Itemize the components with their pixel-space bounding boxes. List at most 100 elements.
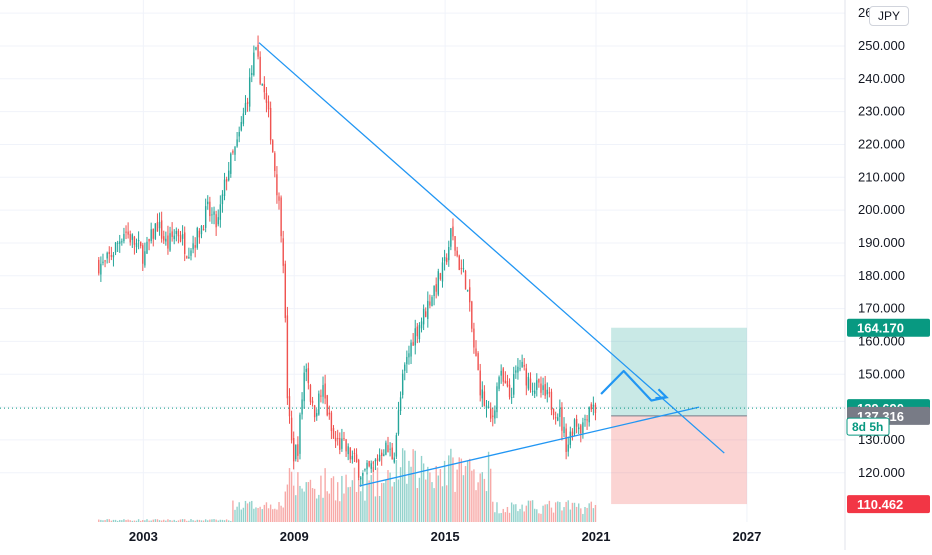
candle-body (332, 428, 335, 439)
candle-body (414, 328, 416, 346)
candle-body (378, 454, 381, 461)
candle-body (123, 233, 125, 242)
volume-bar (401, 448, 404, 522)
candle-body (355, 454, 358, 463)
y-tick-label: 120.000 (858, 465, 905, 480)
candle-body (295, 444, 297, 460)
candle-body (127, 231, 129, 235)
candle-body (334, 437, 337, 442)
volume-bar (441, 486, 444, 522)
volume-bar (452, 457, 454, 522)
volume-bar (274, 508, 276, 522)
candle-body (320, 395, 322, 397)
volume-bar (517, 511, 519, 522)
volume-bar (385, 479, 387, 522)
candle-body (184, 232, 186, 254)
volume-bar (383, 483, 385, 522)
candle-body (221, 194, 224, 205)
volume-bar (427, 466, 429, 522)
candle-body (481, 389, 483, 399)
candle-body (452, 226, 454, 237)
volume-bar (192, 520, 194, 522)
volume-bar (481, 472, 483, 522)
candle-body (345, 439, 347, 452)
candle-body (523, 365, 525, 367)
candle-body (299, 414, 301, 454)
candle-body (301, 399, 303, 415)
volume-bar (381, 483, 383, 522)
x-tick-label: 2003 (129, 529, 158, 544)
candlesticks (98, 35, 597, 487)
volume-bar (521, 504, 523, 522)
candle-body (395, 435, 398, 457)
candle-body (450, 228, 452, 247)
currency-button[interactable]: JPY (869, 6, 909, 26)
candle-body (500, 370, 502, 376)
candle-body (144, 251, 146, 266)
position-profit-zone (611, 327, 747, 416)
volume-bar (301, 488, 303, 522)
candle-body (131, 234, 134, 240)
volume-bar (412, 449, 414, 522)
candle-body (557, 417, 559, 421)
volume-bar (219, 519, 222, 522)
candle-body (364, 469, 366, 471)
volume-bar (475, 490, 477, 522)
candle-body (263, 84, 266, 93)
candle-body (215, 214, 217, 228)
candle-body (538, 378, 540, 383)
volume-bar (230, 520, 232, 522)
candle-body (328, 412, 331, 415)
candle-body (292, 437, 295, 462)
volume-bar (416, 488, 419, 522)
volume-bar (215, 519, 217, 522)
candle-body (416, 326, 419, 337)
volume-bar (477, 482, 479, 522)
volume-bar (565, 501, 567, 522)
candle-body (339, 438, 341, 450)
x-tick-label: 2021 (582, 529, 611, 544)
candle-body (435, 284, 437, 292)
volume-bar (217, 520, 219, 522)
candle-body (389, 448, 391, 450)
volume-bar (213, 519, 215, 522)
candle-body (489, 408, 492, 419)
candle-body (213, 211, 215, 215)
volume-bar (500, 513, 502, 522)
y-tick-label: 220.000 (858, 136, 905, 151)
volume-bar (251, 500, 253, 522)
candle-body (100, 263, 102, 275)
volume-bar (98, 519, 100, 522)
volume-bar (590, 501, 592, 522)
volume-bar (571, 502, 574, 522)
candle-body (150, 229, 152, 241)
candle-body (406, 356, 408, 365)
volume-bar (546, 504, 548, 522)
candle-body (412, 342, 414, 346)
candle-body (217, 217, 219, 225)
volume-bar (458, 457, 460, 522)
volume-bar (316, 498, 318, 522)
volume-bar (339, 501, 341, 522)
candle-body (441, 262, 444, 282)
candle-body (469, 287, 471, 303)
volume-bar (318, 494, 320, 522)
volume-bar (146, 519, 148, 522)
candle-body (341, 438, 343, 449)
volume-bar (246, 503, 249, 522)
volume-bar (439, 469, 442, 522)
volume-bar (485, 491, 488, 522)
candle-body (494, 410, 496, 419)
volume-bar (309, 479, 312, 522)
candle-body (274, 153, 276, 172)
volume-bar (102, 520, 104, 522)
volume-bar (506, 506, 509, 522)
candle-body (439, 273, 442, 280)
price-axis: 120.000130.000140.000150.000160.000170.0… (844, 0, 932, 550)
candle-body (590, 404, 592, 410)
volume-bar (353, 467, 356, 522)
candle-body (381, 452, 383, 456)
candle-body (202, 229, 205, 231)
